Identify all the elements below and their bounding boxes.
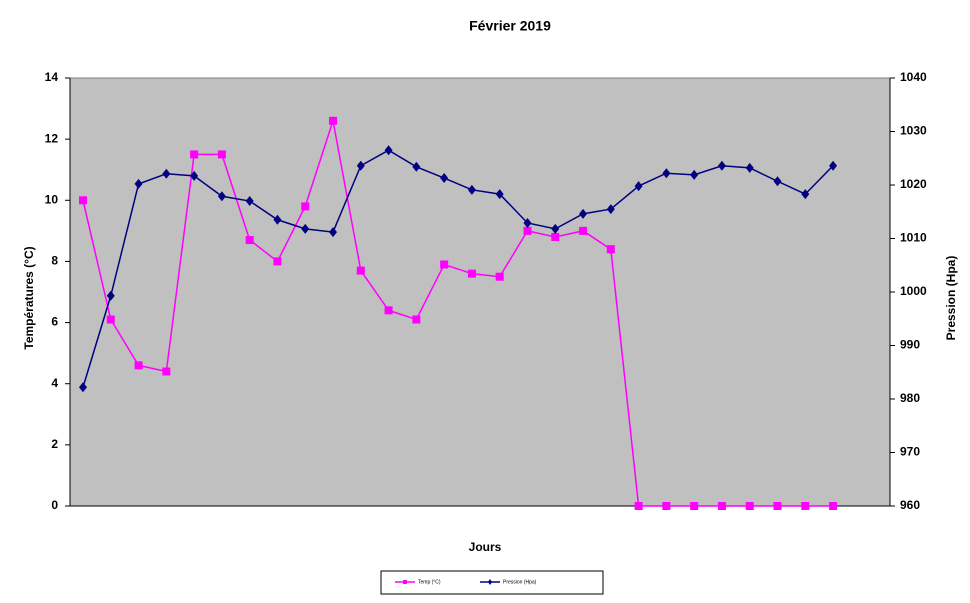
marker (495, 189, 504, 200)
marker (717, 502, 726, 510)
y-tick-label: 10 (45, 192, 59, 206)
legend-marker (488, 579, 492, 585)
marker (579, 226, 588, 235)
y-tick-label: 14 (45, 70, 59, 84)
y2-tick-label: 980 (900, 391, 920, 405)
marker (773, 176, 782, 187)
marker (329, 227, 338, 238)
y2-tick-label: 1020 (900, 177, 927, 191)
series-line (82, 149, 834, 388)
marker (79, 196, 87, 205)
marker (162, 168, 171, 179)
marker (745, 502, 754, 510)
marker (301, 223, 310, 234)
y-tick-label: 8 (51, 254, 58, 268)
legend-marker (403, 580, 407, 584)
marker (606, 245, 615, 254)
marker (551, 232, 560, 241)
marker (356, 160, 365, 171)
y2-tick-label: 990 (900, 338, 920, 352)
y-tick-label: 0 (51, 498, 58, 512)
y2-axis-title: Pression (Hpa) (944, 256, 958, 341)
marker (134, 361, 143, 370)
marker (717, 160, 726, 171)
series-line (82, 120, 834, 507)
marker (106, 315, 115, 324)
marker (440, 260, 449, 269)
marker (495, 272, 504, 281)
marker (162, 367, 171, 376)
y2-tick-label: 970 (900, 445, 920, 459)
y-tick-label: 12 (45, 131, 59, 145)
marker (801, 502, 810, 510)
marker (217, 150, 226, 159)
marker (245, 236, 254, 245)
marker (579, 208, 588, 219)
marker (412, 315, 421, 324)
marker (106, 290, 115, 301)
y-axis-title: Températures (°C) (22, 246, 36, 349)
marker (217, 191, 226, 202)
y2-tick-label: 1000 (900, 284, 927, 298)
marker (384, 306, 393, 315)
marker (801, 189, 810, 200)
marker (690, 502, 699, 510)
chart-title: Février 2019 (469, 18, 551, 34)
legend-label: Temp (°C) (418, 579, 441, 585)
y-tick-label: 2 (51, 437, 58, 451)
marker (829, 502, 838, 510)
marker (356, 266, 365, 275)
marker (523, 217, 532, 228)
y2-tick-label: 1010 (900, 231, 927, 245)
y-tick-label: 4 (51, 376, 58, 390)
marker (273, 214, 282, 225)
marker (329, 116, 338, 125)
marker (634, 502, 643, 510)
y2-tick-label: 1030 (900, 124, 927, 138)
marker (606, 204, 615, 215)
marker (79, 382, 87, 393)
marker (412, 161, 421, 172)
marker (551, 223, 560, 234)
marker (662, 502, 671, 510)
marker (440, 173, 449, 184)
marker (523, 226, 532, 235)
marker (467, 184, 476, 195)
marker (245, 196, 254, 207)
y2-tick-label: 1040 (900, 70, 927, 84)
y-tick-label: 6 (51, 315, 58, 329)
x-axis-title: Jours (469, 540, 502, 554)
marker (273, 257, 282, 266)
marker (634, 181, 643, 192)
marker (773, 502, 782, 510)
marker (301, 202, 310, 211)
legend-label: Pression (Hpa) (503, 579, 537, 585)
marker (467, 269, 476, 278)
marker (190, 150, 199, 159)
marker (190, 170, 199, 181)
y2-tick-label: 960 (900, 498, 920, 512)
marker (829, 160, 838, 171)
marker (384, 145, 393, 156)
marker (690, 169, 699, 180)
marker (134, 178, 143, 189)
marker (745, 162, 754, 173)
plot-area (69, 77, 891, 507)
marker (662, 168, 671, 179)
